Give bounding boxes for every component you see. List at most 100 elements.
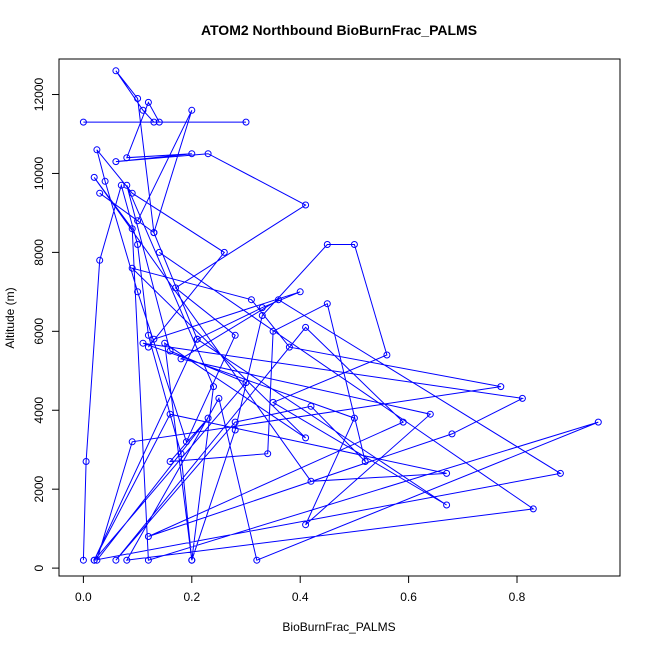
data-point [134,217,142,225]
x-tick-label: 0.6 [400,590,417,604]
data-point [594,418,602,426]
data-point [242,118,250,126]
data-point [128,438,136,446]
data-point [134,241,142,248]
y-axis: 0 2000 4000 6000 8000 10000 12000 [32,78,60,571]
data-point [231,418,239,426]
data-point [204,414,212,422]
data-point [134,288,142,296]
data-point [350,241,358,248]
data-point [529,505,537,513]
data-point [399,418,407,426]
data-point [79,556,87,564]
data-point [426,410,434,418]
data-point [269,398,277,406]
x-tick-label: 0.8 [509,590,526,604]
data-point [350,414,358,422]
data-point [264,450,272,458]
data-point [302,201,310,209]
data-point [497,383,505,391]
data-point [155,248,163,256]
data-point [182,438,190,446]
data-point [188,150,196,158]
data-point [177,450,185,458]
data-point [383,351,391,359]
plot-frame [58,58,621,577]
data-point [134,95,142,102]
chart-title: ATOM2 Northbound BioBurnFrac_PALMS [201,22,477,38]
y-tick-label: 0 [32,564,46,571]
data-point [96,256,104,264]
data-point [161,339,169,347]
data-point [269,327,277,335]
data-point [128,264,136,272]
data-point [166,410,174,418]
data-point [296,288,304,296]
data-point [82,458,90,465]
data-point [307,477,315,485]
y-tick-label: 6000 [32,318,46,345]
data-point [275,296,282,304]
y-tick-label: 8000 [32,239,46,266]
data-point [144,331,152,339]
data-point [242,379,250,387]
data-point [139,106,147,114]
data-point [323,300,331,308]
data-point [556,469,564,477]
data-point [302,434,310,442]
data-point [188,106,196,114]
data-point [302,323,310,331]
data-point [123,154,131,162]
data-point [448,430,456,438]
data-point [215,394,223,402]
data-point [204,150,212,158]
data-point [285,343,293,351]
x-axis-label: BioBurnFrac_PALMS [282,620,395,634]
data-point [193,335,201,343]
data-point [79,118,87,126]
data-point [258,304,266,312]
data-point [139,339,147,347]
data-point [166,347,174,355]
data-point [302,521,310,529]
x-tick-label: 0.4 [292,590,309,604]
series-layer [79,67,602,564]
data-point [144,556,152,564]
data-point [150,118,158,126]
data-point [166,458,174,465]
data-point [93,146,101,154]
y-axis-label: Altitude (m) [3,287,17,348]
y-tick-label: 12000 [32,78,46,112]
data-point [144,533,152,540]
data-point [231,426,239,434]
x-tick-label: 0.0 [75,590,92,604]
x-axis: 0.0 0.2 0.4 0.6 0.8 [75,575,526,604]
y-tick-label: 4000 [32,397,46,424]
data-point [144,343,152,351]
data-point [443,501,451,509]
data-point [231,331,239,339]
data-point [90,556,98,564]
data-point [172,284,179,292]
y-tick-label: 10000 [32,156,46,190]
data-point [253,556,261,564]
data-point [247,296,255,304]
data-point [128,225,136,233]
data-point [93,556,101,564]
data-point [323,241,331,248]
data-point [112,556,120,564]
data-point [518,394,526,402]
data-point [123,181,131,189]
data-point [307,402,315,410]
data-point [90,173,98,181]
data-point [112,67,120,75]
series-line [82,70,599,561]
data-point [144,98,152,106]
data-point [188,556,196,564]
data-point [128,189,136,197]
x-tick-label: 0.2 [183,590,200,604]
data-point [220,248,228,256]
y-tick-label: 2000 [32,476,46,503]
data-point [150,229,158,237]
